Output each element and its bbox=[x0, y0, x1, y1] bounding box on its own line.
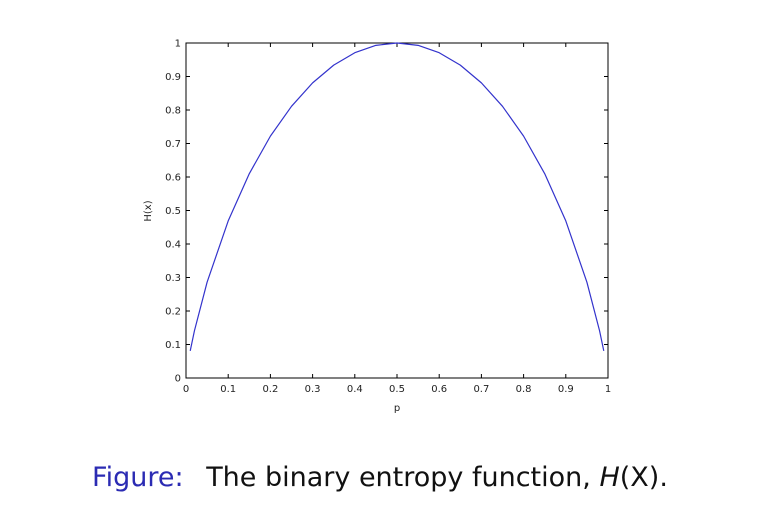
x-axis-label: p bbox=[394, 403, 400, 414]
x-tick-label: 1 bbox=[605, 384, 611, 395]
y-tick-label: 0.2 bbox=[165, 307, 181, 318]
caption-label: Figure: bbox=[92, 462, 184, 493]
x-tick-label: 0.3 bbox=[305, 384, 321, 395]
y-tick-label: 0.4 bbox=[165, 240, 181, 251]
y-tick-label: 1 bbox=[175, 39, 181, 50]
y-tick-label: 0.7 bbox=[165, 139, 181, 150]
x-tick-label: 0.6 bbox=[431, 384, 447, 395]
y-tick-label: 0 bbox=[175, 374, 181, 385]
x-tick-label: 0.9 bbox=[558, 384, 574, 395]
entropy-curve bbox=[189, 42, 605, 351]
x-tick-label: 0.7 bbox=[473, 384, 489, 395]
figure-caption: Figure: The binary entropy function, H(X… bbox=[0, 462, 760, 493]
x-tick-label: 0.8 bbox=[516, 384, 532, 395]
y-tick-label: 0.3 bbox=[165, 273, 181, 284]
plot-area bbox=[185, 42, 609, 379]
y-tick-label: 0.6 bbox=[165, 173, 181, 184]
y-tick-label: 0.5 bbox=[165, 206, 181, 217]
y-tick-label: 0.9 bbox=[165, 72, 181, 83]
x-tick-label: 0.2 bbox=[262, 384, 278, 395]
x-tick-label: 0.4 bbox=[347, 384, 363, 395]
x-tick-label: 0.1 bbox=[220, 384, 236, 395]
y-tick-label: 0.8 bbox=[165, 106, 181, 117]
y-axis-label: H(x) bbox=[143, 200, 154, 221]
caption-text: The binary entropy function, bbox=[206, 462, 591, 493]
y-tick-label: 0.1 bbox=[165, 340, 181, 351]
x-tick-label: 0.5 bbox=[389, 384, 405, 395]
caption-end: . bbox=[659, 462, 668, 493]
entropy-chart: 0 0.1 0.2 0.3 0.4 0.5 0.6 0.7 0.8 0.9 1 0 0.1 0.2 0.3 0… bbox=[143, 39, 611, 415]
x-tick-label: 0 bbox=[183, 384, 189, 395]
caption-math-arg: (X) bbox=[619, 462, 660, 493]
caption-math-symbol: H bbox=[599, 462, 620, 493]
